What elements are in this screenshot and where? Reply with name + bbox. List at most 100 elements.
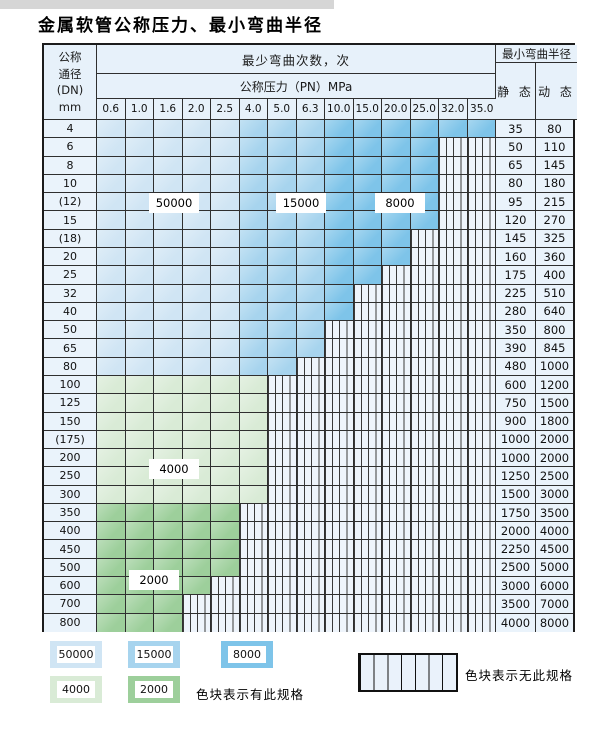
dynamic-radius-value: 640 — [536, 302, 573, 322]
spec-available-cell — [382, 174, 411, 194]
spec-available-cell — [97, 577, 126, 596]
no-spec-cell — [296, 375, 325, 395]
dn-value: 25 — [44, 266, 97, 285]
table-row: 40 280 640 — [44, 302, 573, 322]
no-spec-cell — [410, 430, 439, 450]
no-spec-cell — [382, 412, 411, 431]
no-spec-cell — [353, 467, 382, 486]
static-radius-value: 2500 — [496, 558, 536, 578]
dynamic-radius-value: 7000 — [536, 595, 573, 614]
spec-available-cell — [182, 540, 211, 559]
spec-available-cell — [125, 229, 154, 248]
spec-available-cell — [211, 247, 240, 267]
spec-available-cell — [125, 247, 154, 267]
no-spec-cell — [268, 467, 297, 486]
no-spec-cell — [467, 174, 496, 194]
static-radius-value: 390 — [496, 339, 536, 358]
no-spec-cell — [268, 540, 297, 559]
dynamic-radius-value: 180 — [536, 174, 573, 194]
spec-available-cell — [182, 357, 211, 376]
legend-chip-15000: 15000 — [128, 641, 180, 668]
dynamic-radius-value: 845 — [536, 339, 573, 358]
spec-available-cell — [154, 394, 183, 413]
spec-available-cell — [97, 266, 126, 285]
no-spec-cell — [296, 613, 325, 632]
no-spec-cell — [467, 394, 496, 413]
legend-no-spec-swatch — [358, 653, 458, 692]
no-spec-cell — [439, 375, 468, 395]
no-spec-cell — [439, 156, 468, 175]
spec-available-cell — [211, 540, 240, 559]
spec-available-cell — [154, 503, 183, 523]
spec-available-cell — [125, 284, 154, 303]
pressure-column-header: 32.0 — [439, 99, 468, 120]
dynamic-radius-value: 4000 — [536, 522, 573, 541]
dynamic-radius-value: 2500 — [536, 467, 573, 486]
table-row: 15 120 270 — [44, 211, 573, 230]
no-spec-cell — [239, 577, 268, 596]
spec-available-cell — [125, 339, 154, 358]
spec-available-cell — [125, 193, 154, 212]
spec-available-cell — [182, 412, 211, 431]
no-spec-cell — [439, 595, 468, 614]
no-spec-cell — [439, 339, 468, 358]
table-row: 350 1750 3500 — [44, 503, 573, 523]
header-dn-line: 通径 — [58, 66, 82, 81]
no-spec-cell — [353, 321, 382, 340]
no-spec-cell — [410, 357, 439, 376]
no-spec-cell — [467, 302, 496, 322]
spec-available-cell — [353, 174, 382, 194]
no-spec-cell — [268, 503, 297, 523]
spec-available-cell — [154, 284, 183, 303]
table-row: 700 3500 7000 — [44, 595, 573, 614]
spec-available-cell — [125, 266, 154, 285]
spec-available-cell — [125, 613, 154, 632]
no-spec-cell — [439, 412, 468, 431]
spec-available-cell — [268, 247, 297, 267]
spec-available-cell — [268, 138, 297, 157]
spec-available-cell — [382, 138, 411, 157]
spec-available-cell — [268, 266, 297, 285]
spec-available-cell — [239, 266, 268, 285]
spec-available-cell — [410, 156, 439, 175]
dynamic-radius-value: 2000 — [536, 449, 573, 468]
dynamic-radius-value: 145 — [536, 156, 573, 175]
spec-available-cell — [239, 229, 268, 248]
dn-value: 80 — [44, 357, 97, 376]
table-row: 32 225 510 — [44, 284, 573, 303]
spec-available-cell — [268, 174, 297, 194]
dynamic-radius-value: 4500 — [536, 540, 573, 559]
spec-available-cell — [239, 485, 268, 504]
spec-available-cell — [325, 193, 354, 212]
spec-available-cell — [97, 302, 126, 322]
no-spec-cell — [268, 375, 297, 395]
scan-artifact-strip — [0, 0, 334, 9]
dn-value: (12) — [44, 193, 97, 212]
dn-value: 150 — [44, 412, 97, 431]
spec-available-cell — [239, 412, 268, 431]
table-row: 100 600 1200 — [44, 375, 573, 395]
table-row: 800 4000 8000 — [44, 613, 573, 632]
no-spec-cell — [382, 540, 411, 559]
no-spec-cell — [382, 485, 411, 504]
spec-available-cell — [182, 577, 211, 596]
no-spec-cell — [410, 467, 439, 486]
no-spec-cell — [325, 357, 354, 376]
no-spec-cell — [353, 394, 382, 413]
table-row: 6 50 110 — [44, 138, 573, 157]
table-row: 400 2000 4000 — [44, 522, 573, 541]
pressure-column-header: 5.0 — [268, 99, 297, 120]
static-radius-value: 1000 — [496, 449, 536, 468]
spec-available-cell — [296, 156, 325, 175]
spec-available-cell — [182, 138, 211, 157]
spec-available-cell — [353, 120, 382, 139]
no-spec-cell — [410, 595, 439, 614]
no-spec-cell — [382, 467, 411, 486]
spec-available-cell — [182, 156, 211, 175]
spec-available-cell — [125, 430, 154, 450]
no-spec-cell — [467, 577, 496, 596]
pressure-column-header: 6.3 — [296, 99, 325, 120]
no-spec-cell — [268, 558, 297, 578]
spec-available-cell — [154, 120, 183, 139]
spec-available-cell — [97, 247, 126, 267]
